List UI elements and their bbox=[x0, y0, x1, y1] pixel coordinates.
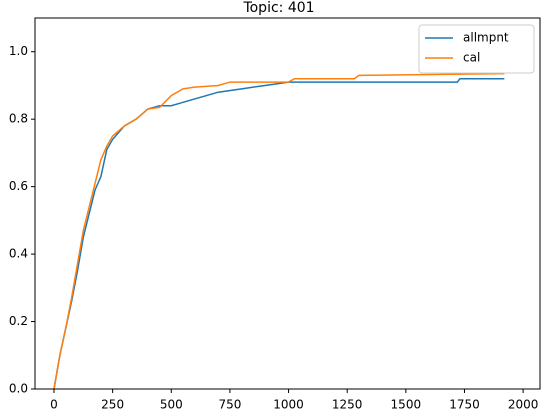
x-tick-label: 250 bbox=[101, 398, 124, 412]
plot-frame bbox=[34, 17, 541, 390]
x-tick-label: 1000 bbox=[273, 398, 304, 412]
y-tick-label: 1.0 bbox=[9, 44, 28, 58]
y-tick-label: 0.8 bbox=[9, 112, 28, 126]
legend-label: cal bbox=[463, 51, 480, 65]
x-tick-label: 2000 bbox=[508, 398, 539, 412]
x-tick-label: 750 bbox=[218, 398, 241, 412]
y-tick-label: 0.0 bbox=[9, 382, 28, 396]
x-tick-label: 1250 bbox=[332, 398, 363, 412]
y-tick-label: 0.6 bbox=[9, 179, 28, 193]
chart-title: Topic: 401 bbox=[242, 0, 314, 16]
x-tick-label: 1750 bbox=[449, 398, 480, 412]
legend-box bbox=[418, 24, 535, 74]
x-tick-label: 0 bbox=[50, 398, 58, 412]
legend-label: allmpnt bbox=[463, 31, 509, 45]
line bbox=[53, 77, 505, 390]
x-tick-label: 1500 bbox=[391, 398, 422, 412]
y-tick-label: 0.2 bbox=[9, 314, 28, 328]
line bbox=[53, 72, 505, 390]
x-tick-label: 500 bbox=[160, 398, 183, 412]
y-tick-label: 0.4 bbox=[9, 247, 28, 261]
